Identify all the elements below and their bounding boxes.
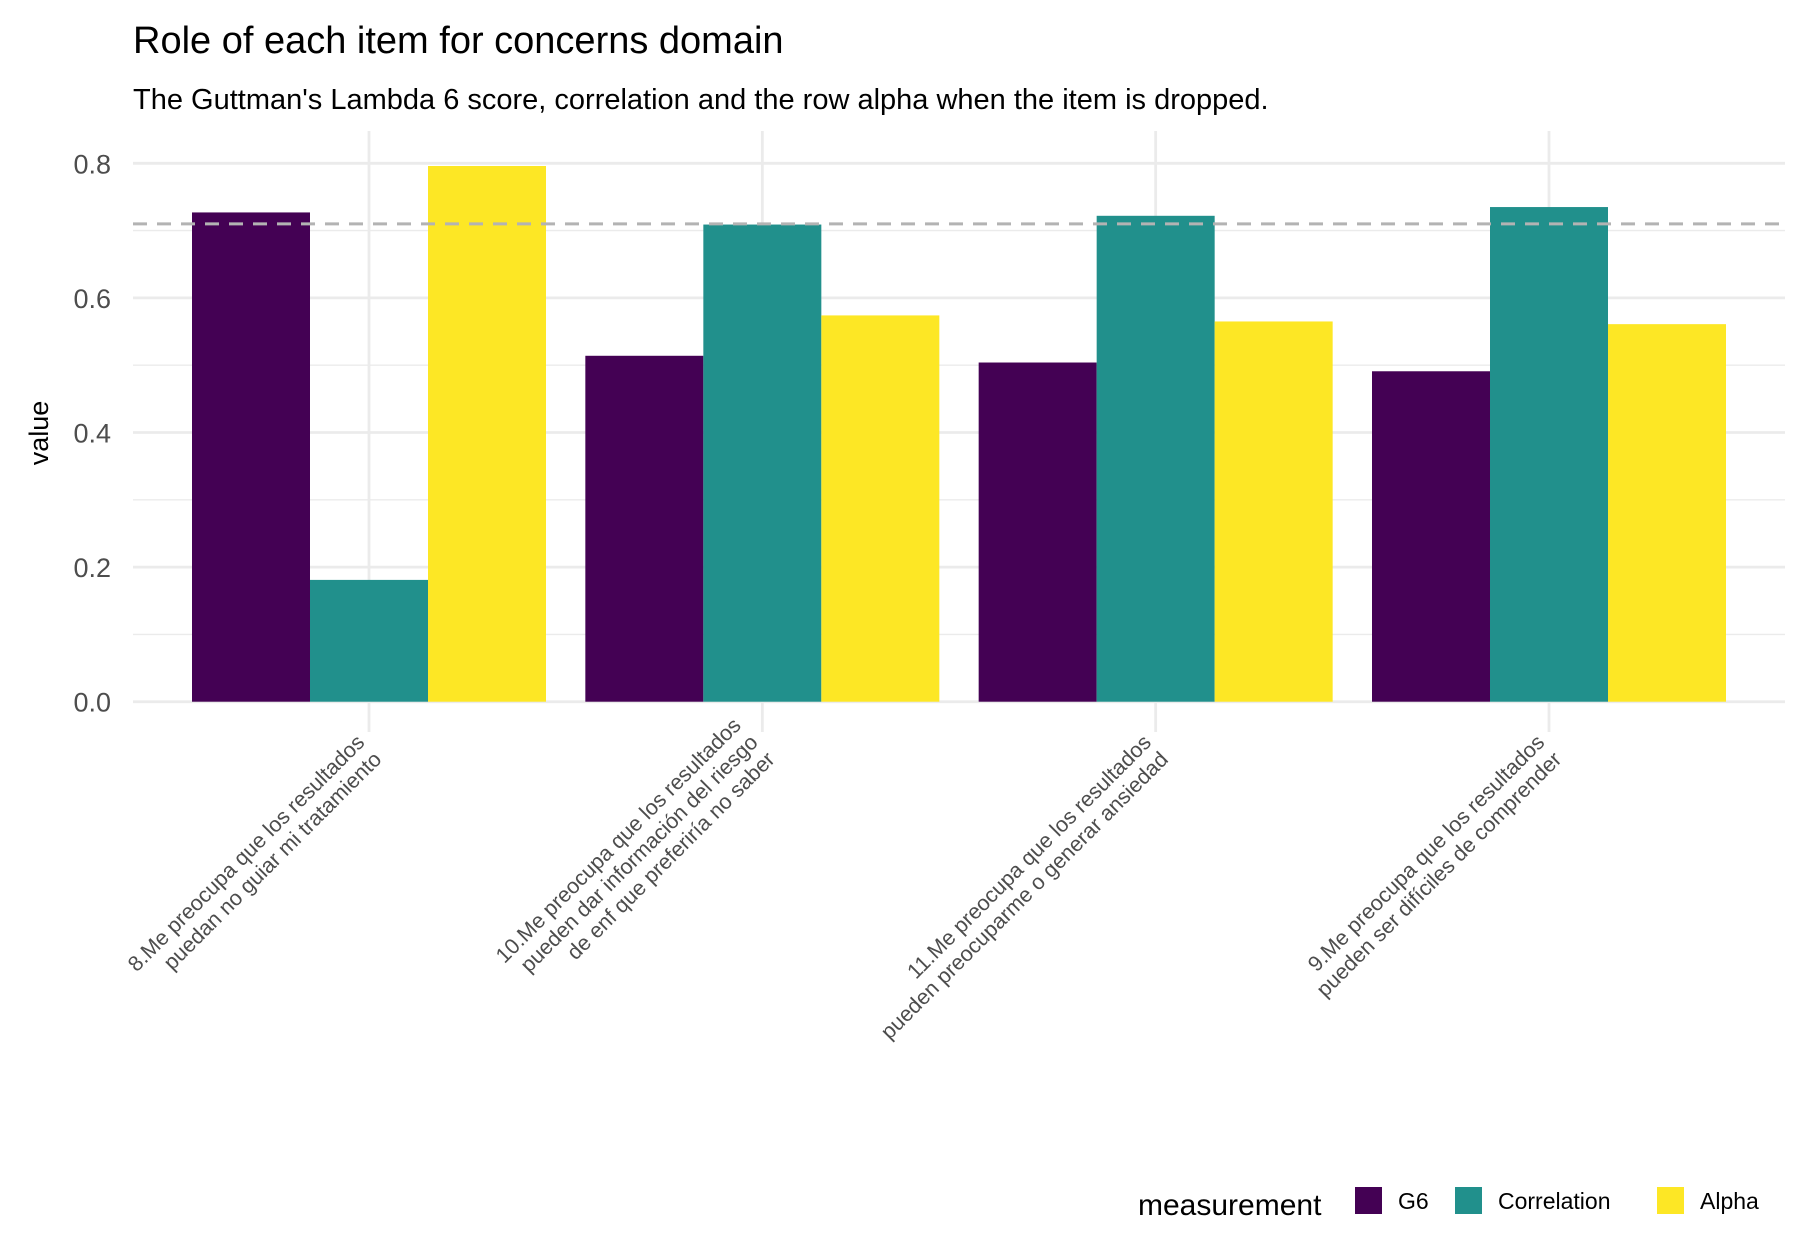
x-tick-label-line: 10.Me preocupa que los resultados [491,713,745,967]
bar-alpha [428,165,546,702]
bar-correlation [703,224,822,702]
legend-label-correlation: Correlation [1498,1188,1611,1214]
x-tick-label: 11.Me preocupa que los resultadospueden … [876,730,1173,1044]
bar-g6 [978,362,1097,702]
x-tick-label-line: pueden ser difíciles de comprender [1312,747,1566,1001]
bar-g6 [1372,371,1490,702]
bar-g6 [585,355,704,702]
y-tick-label: 0.2 [73,553,111,583]
x-tick-label-line: 8.Me preocupa que los resultados [123,730,369,976]
x-tick-label-line: 11.Me preocupa que los resultados [903,730,1156,983]
y-tick-label: 0.6 [73,284,111,314]
bars [192,165,1726,702]
y-tick-label: 0.4 [73,419,111,449]
legend-title: measurement [1138,1189,1322,1222]
y-tick-label: 0.0 [73,688,111,718]
bar-correlation [1096,215,1215,702]
bar-alpha [1214,321,1333,702]
y-axis-ticks: 0.0 0.2 0.4 0.6 0.8 [73,149,111,717]
chart-title: Role of each item for concerns domain [133,20,784,62]
legend-label-g6: G6 [1398,1188,1429,1214]
x-tick-label-line: 9.Me preocupa que los resultados [1303,730,1549,976]
x-tick-label-line: pueden dar información del riesgo [516,730,763,977]
chart-subtitle: The Guttman's Lambda 6 score, correlatio… [133,84,1269,116]
y-tick-label: 0.8 [73,149,111,179]
bar-g6 [192,212,310,702]
legend-key-g6 [1355,1187,1382,1214]
y-axis-title: value [24,401,54,466]
bar-correlation [310,579,428,702]
legend-key-alpha [1657,1187,1684,1214]
legend-key-correlation [1455,1187,1482,1214]
x-tick-label-line: pueden preocuparme o generar ansiedad [876,747,1173,1044]
bar-alpha [1608,324,1726,702]
legend: measurement G6 Correlation Alpha [1138,1187,1759,1222]
x-tick-label-line: puedan no guiar mi tratamiento [159,747,386,974]
bar-correlation [1490,207,1608,702]
legend-label-alpha: Alpha [1700,1188,1759,1214]
bar-alpha [821,315,940,702]
x-tick-label: 10.Me preocupa que los resultadospueden … [491,713,779,977]
